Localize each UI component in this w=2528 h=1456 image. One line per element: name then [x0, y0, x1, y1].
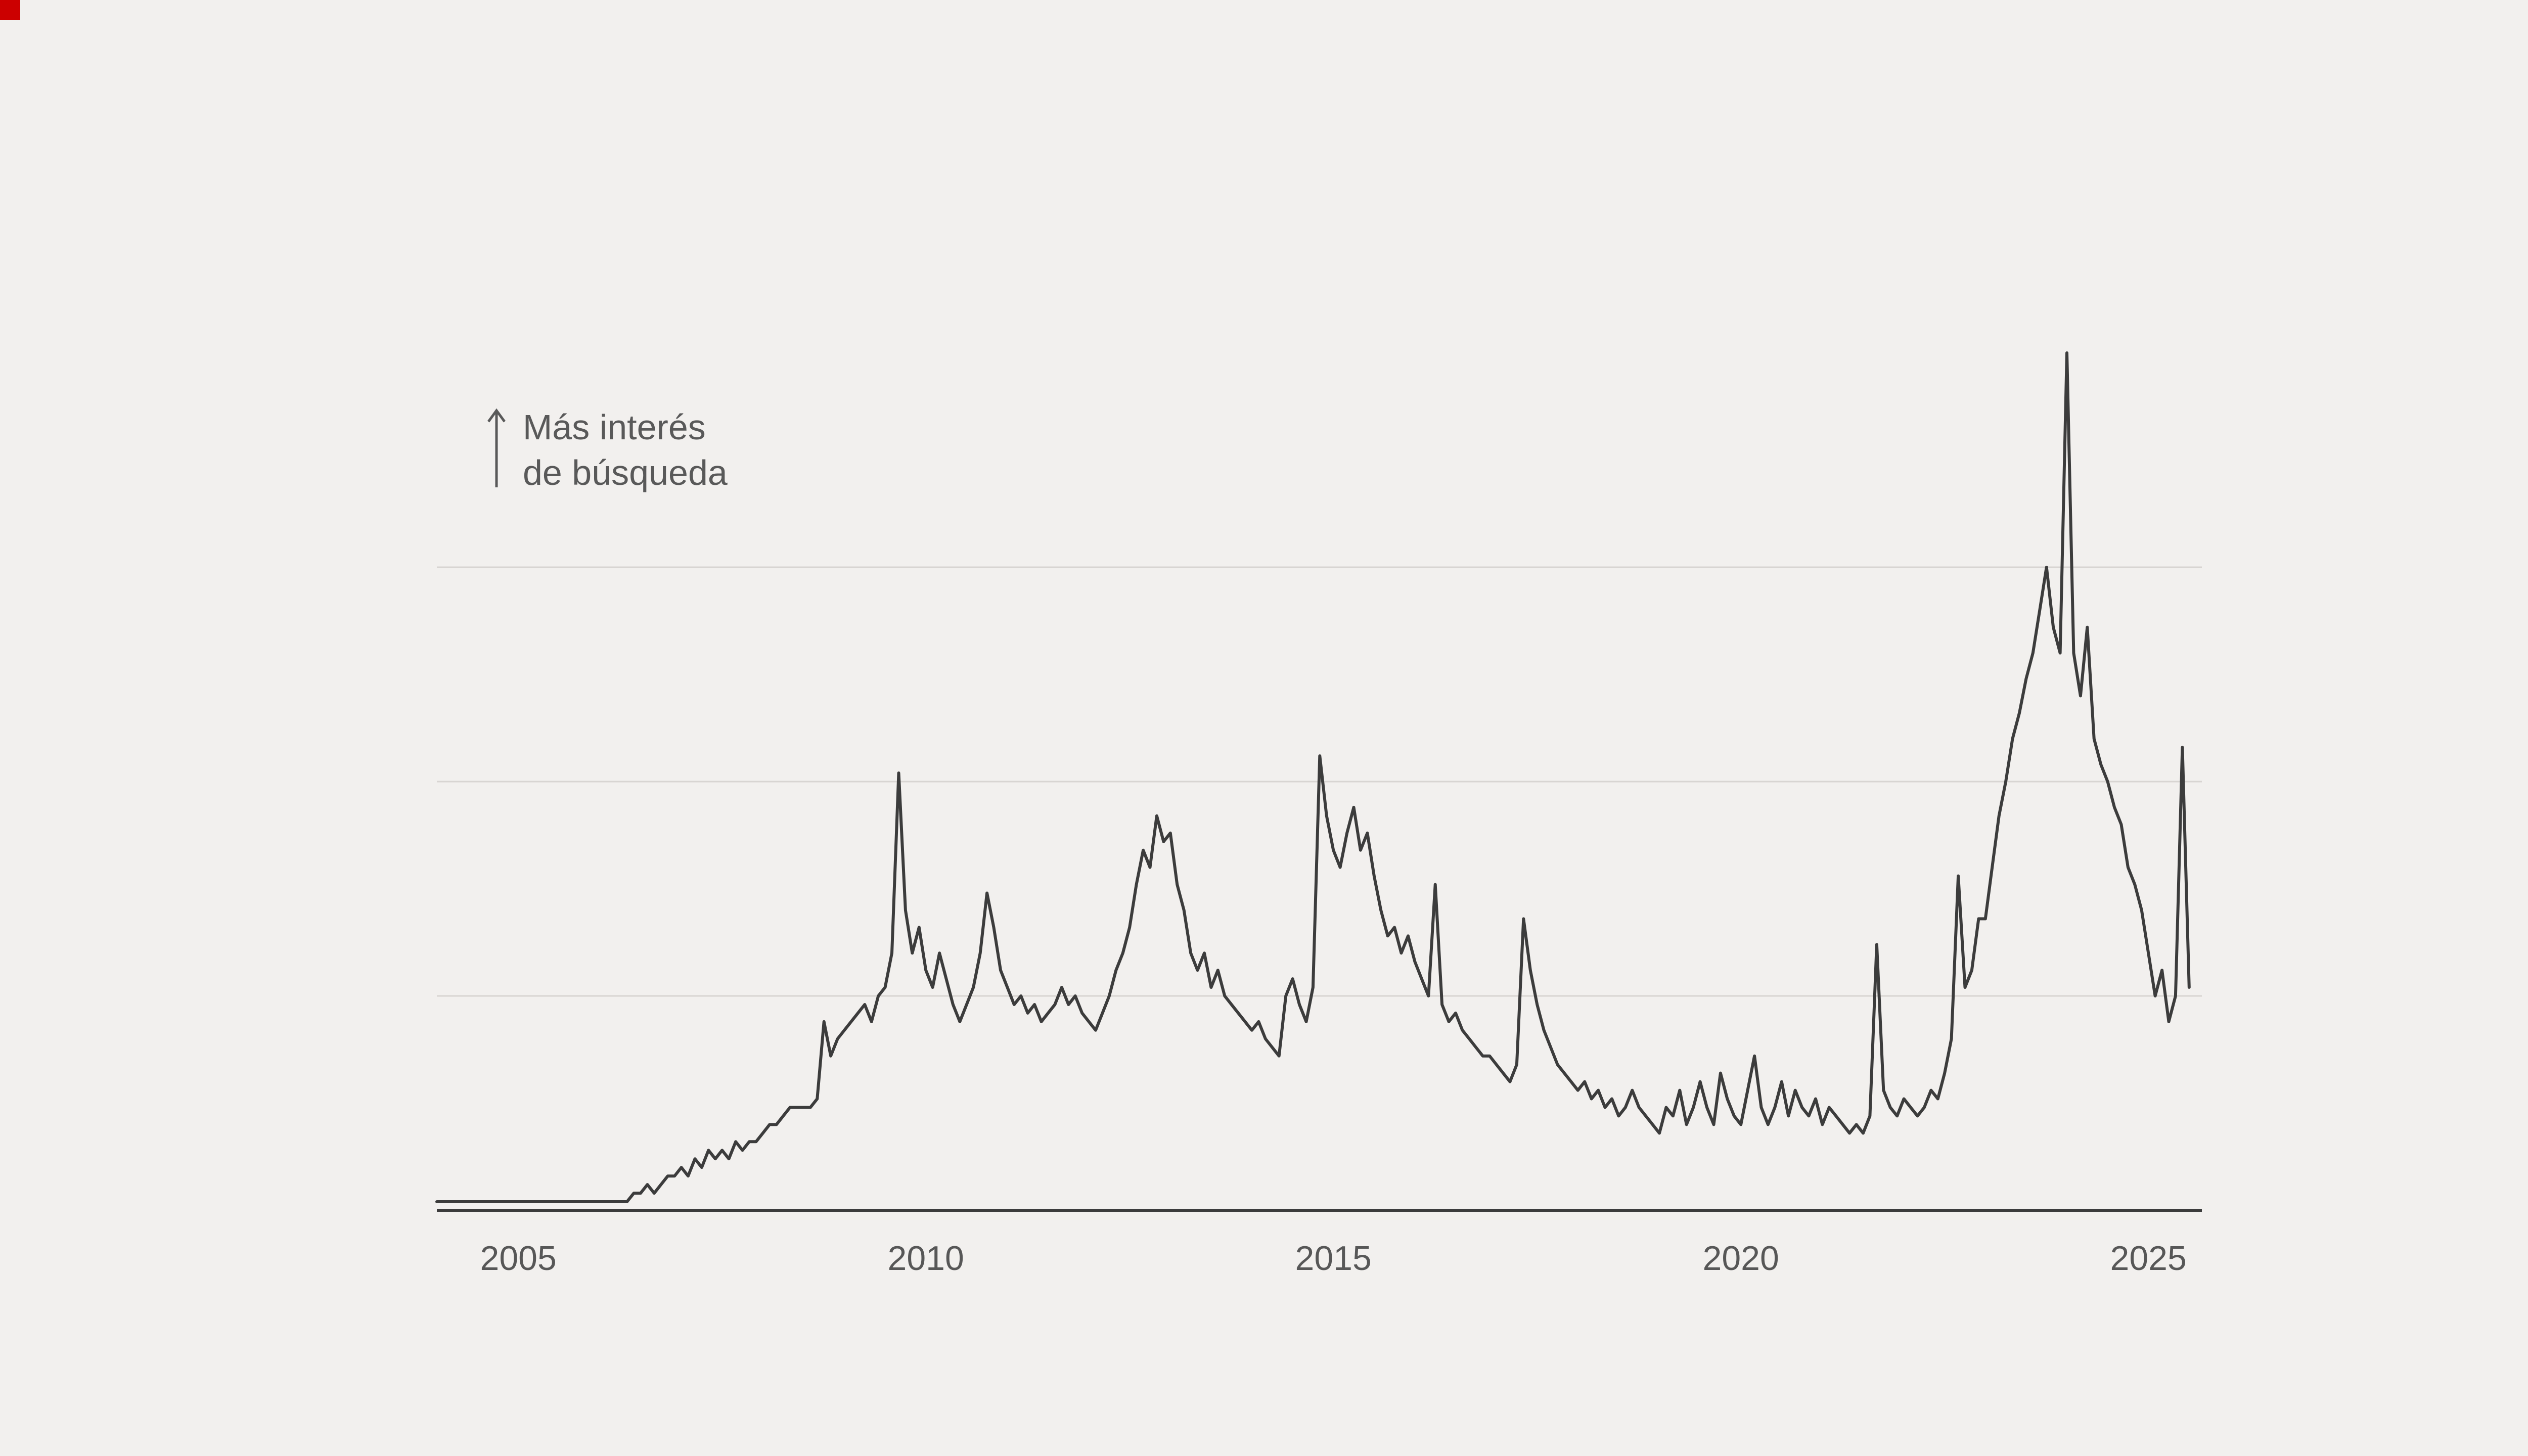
- up-arrow-icon: [487, 408, 506, 487]
- x-axis-labels: 2005 2010 2015 2020 2025: [480, 1239, 2187, 1278]
- x-tick-2010: 2010: [888, 1239, 964, 1278]
- y-axis-annotation: Más interés de búsqueda: [485, 404, 728, 495]
- x-tick-2020: 2020: [1703, 1239, 1779, 1278]
- annotation-text: Más interés de búsqueda: [523, 404, 728, 495]
- series-line: [435, 351, 2191, 1203]
- corner-marker-top-left: [0, 0, 20, 20]
- x-tick-2015: 2015: [1295, 1239, 1372, 1278]
- x-tick-2005: 2005: [480, 1239, 557, 1278]
- annotation-line2: de búsqueda: [523, 453, 728, 492]
- x-tick-2025: 2025: [2110, 1239, 2187, 1278]
- annotation-line1: Más interés: [523, 407, 706, 447]
